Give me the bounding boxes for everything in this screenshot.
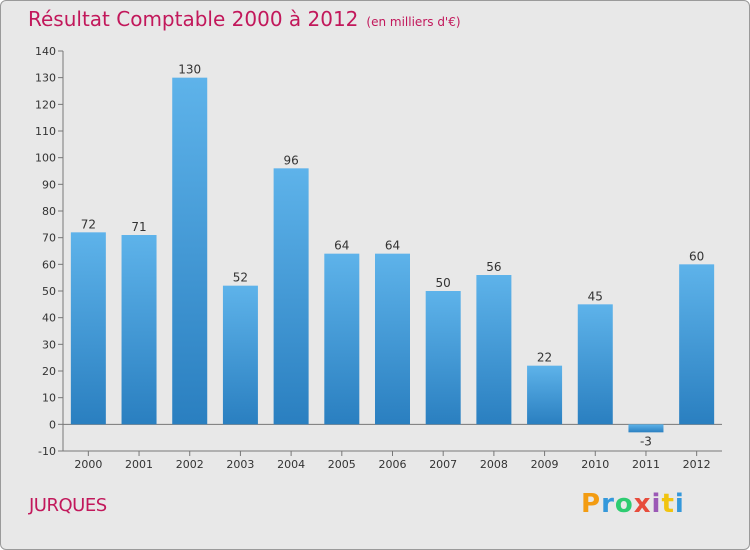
x-tick-label: 2007 xyxy=(429,458,457,471)
chart-title: Résultat Comptable 2000 à 2012 (en millie… xyxy=(28,7,461,31)
data-label: 71 xyxy=(131,220,146,234)
data-label: 60 xyxy=(689,249,704,263)
x-tick-label: 2009 xyxy=(531,458,559,471)
y-tick-label: 120 xyxy=(35,98,56,111)
logo-letter: i xyxy=(674,489,685,519)
logo-letter: t xyxy=(661,489,675,519)
y-tick-label: 20 xyxy=(42,365,56,378)
y-tick-label: 140 xyxy=(35,45,56,58)
bar xyxy=(476,275,512,425)
data-label: 50 xyxy=(436,276,451,290)
x-tick-label: 2001 xyxy=(125,458,153,471)
y-tick-label: 60 xyxy=(42,258,56,271)
bar xyxy=(172,77,208,425)
y-tick-label: 90 xyxy=(42,178,56,191)
y-tick-label: 10 xyxy=(42,392,56,405)
logo-letter: o xyxy=(614,489,634,519)
data-label: 96 xyxy=(283,153,298,167)
y-tick-label: 130 xyxy=(35,72,56,85)
x-tick-label: 2006 xyxy=(379,458,407,471)
bar xyxy=(679,264,715,425)
data-label: 64 xyxy=(334,239,349,253)
bar xyxy=(577,304,613,425)
commune-name: JURQUES xyxy=(29,495,107,516)
bar xyxy=(527,365,563,425)
bar xyxy=(70,232,106,425)
logo-letter: r xyxy=(601,489,615,519)
logo-letter: P xyxy=(581,489,602,519)
bar xyxy=(121,235,157,425)
x-tick-label: 2010 xyxy=(581,458,609,471)
data-label: 22 xyxy=(537,351,552,365)
bar xyxy=(273,168,309,425)
data-label: 130 xyxy=(178,63,201,77)
bar xyxy=(222,285,258,425)
y-tick-label: 110 xyxy=(35,125,56,138)
y-tick-label: 30 xyxy=(42,338,56,351)
x-tick-label: 2012 xyxy=(683,458,711,471)
bar xyxy=(425,291,461,425)
x-tick-label: 2008 xyxy=(480,458,508,471)
x-tick-label: 2000 xyxy=(74,458,102,471)
x-tick-label: 2011 xyxy=(632,458,660,471)
y-tick-label: -10 xyxy=(38,445,56,458)
chart-subtitle: (en milliers d'€) xyxy=(366,15,461,29)
logo-letter: x xyxy=(633,489,652,519)
bar xyxy=(375,253,410,425)
proxiti-logo: Proxiti xyxy=(581,489,685,519)
data-label: -3 xyxy=(640,434,652,448)
data-label: 64 xyxy=(385,239,400,253)
data-label: 45 xyxy=(588,289,603,303)
y-tick-label: 80 xyxy=(42,205,56,218)
data-label: 52 xyxy=(233,271,248,285)
y-tick-label: 100 xyxy=(35,152,56,165)
data-label: 56 xyxy=(486,260,501,274)
logo-letter: i xyxy=(651,489,662,519)
y-tick-label: 40 xyxy=(42,312,56,325)
y-tick-label: 0 xyxy=(49,418,56,431)
x-tick-label: 2005 xyxy=(328,458,356,471)
y-tick-label: 70 xyxy=(42,232,56,245)
bar xyxy=(324,253,360,425)
y-tick-label: 50 xyxy=(42,285,56,298)
data-label: 72 xyxy=(81,217,96,231)
bar xyxy=(628,424,664,433)
x-tick-label: 2004 xyxy=(277,458,305,471)
x-tick-label: 2002 xyxy=(176,458,204,471)
x-tick-label: 2003 xyxy=(226,458,254,471)
